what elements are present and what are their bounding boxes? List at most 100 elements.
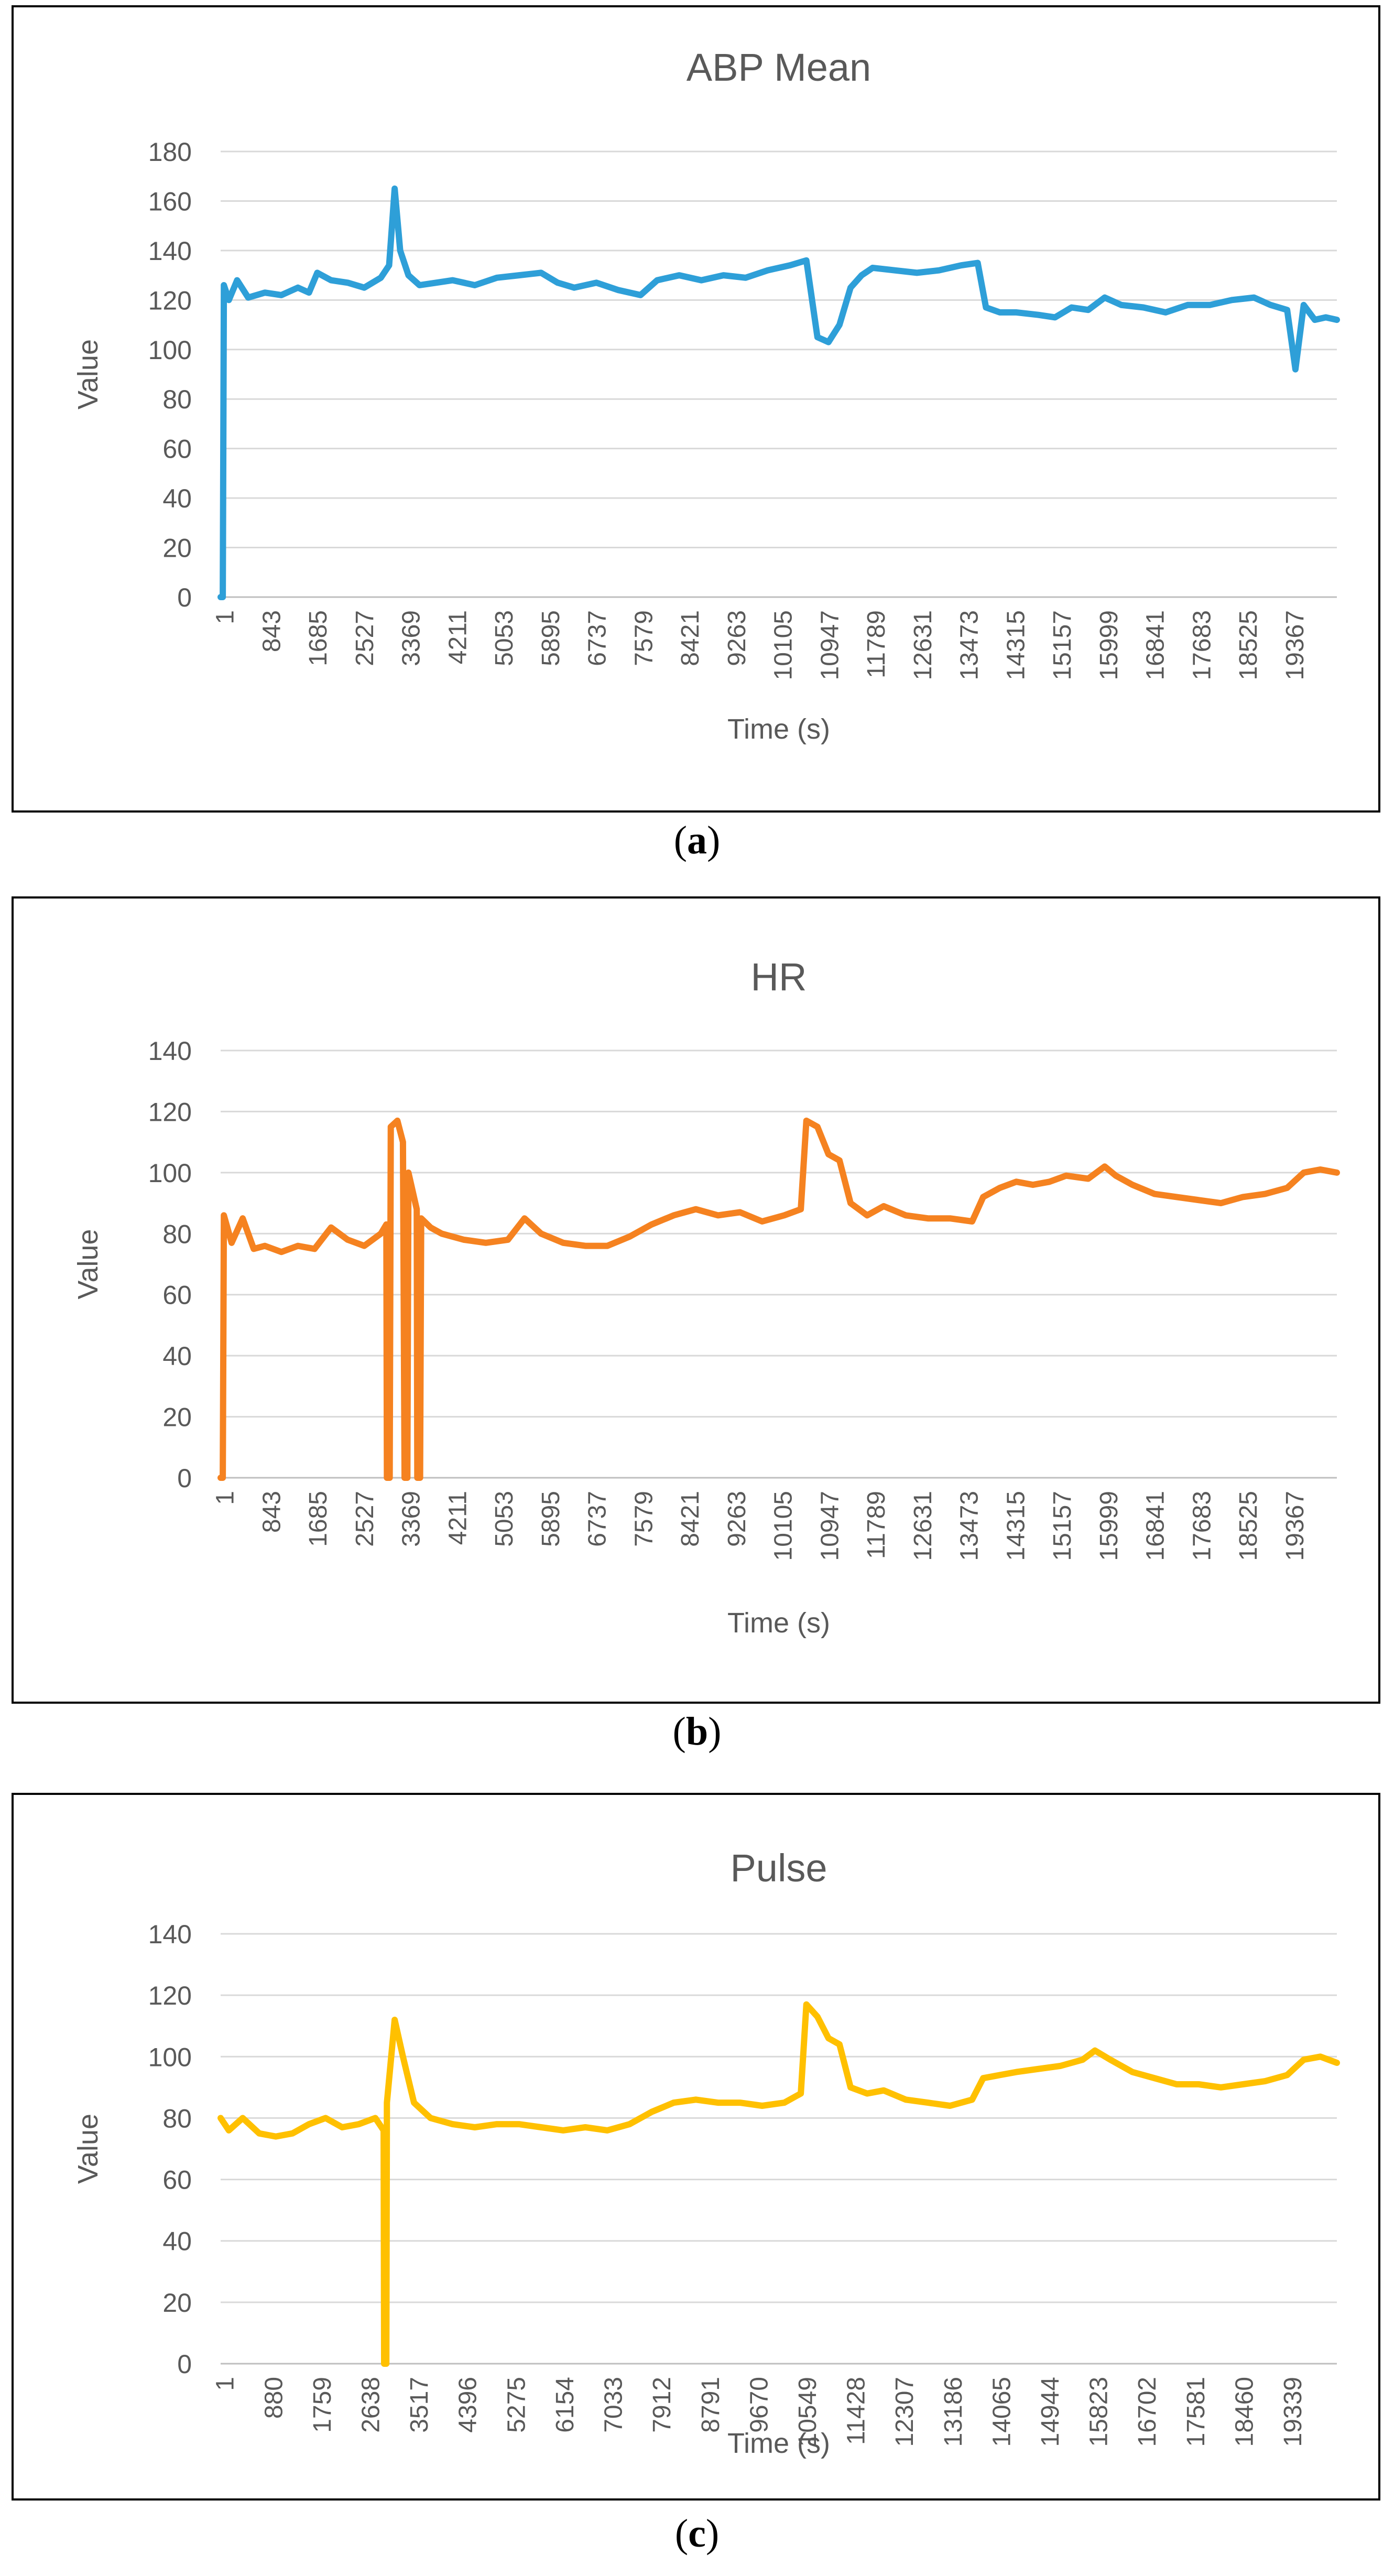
hr-y-tick-label: 60: [162, 1281, 192, 1310]
hr-x-tick-label: 5053: [491, 1491, 518, 1547]
hr-x-tick-label: 1: [212, 1491, 239, 1505]
hr-y-tick-label: 0: [177, 1464, 192, 1493]
abp-x-tick-label: 11789: [863, 610, 890, 678]
hr-x-tick-label: 3369: [398, 1491, 426, 1547]
caption-c-close: ): [705, 2512, 720, 2556]
caption-b-open: (: [672, 1709, 686, 1754]
hr-y-tick-label: 120: [148, 1097, 192, 1127]
abp-x-tick-label: 18525: [1235, 610, 1262, 680]
pulse-x-tick-label: 15823: [1085, 2377, 1113, 2447]
hr-x-tick-label: 19367: [1281, 1491, 1309, 1561]
abp-x-tick-label: 10105: [770, 610, 798, 680]
abp-x-tick-label: 9263: [723, 610, 751, 666]
caption-a-close: ): [707, 818, 721, 862]
abp-x-axis-label: Time (s): [727, 713, 830, 745]
caption-b-close: ): [708, 1709, 722, 1754]
pulse-chart: Pulse 0 20 40 60 80 100 120 140 1 880 1759 2638 3517 4…: [72, 1846, 1340, 2459]
caption-c-open: (: [674, 2512, 689, 2556]
hr-x-tick-label: 1685: [304, 1491, 332, 1547]
abp-x-tick-label: 7579: [630, 610, 658, 666]
pulse-series-line: [217, 2001, 1340, 2367]
pulse-x-tick-label: 5275: [503, 2377, 530, 2433]
abp-y-tick-label: 80: [162, 385, 192, 414]
abp-x-tick-label: 10947: [816, 610, 844, 680]
abp-x-tick-label: 843: [258, 610, 286, 652]
caption-a-open: (: [673, 818, 687, 862]
hr-x-tick-label: 18525: [1235, 1491, 1262, 1561]
pulse-y-tick-label: 40: [162, 2227, 192, 2256]
hr-y-tick-label: 40: [162, 1341, 192, 1371]
abp-x-tick-label: 2527: [351, 610, 379, 666]
pulse-x-tick-label: 19339: [1279, 2377, 1307, 2447]
pulse-y-tick-label: 100: [148, 2042, 192, 2072]
hr-x-tick-label: 10105: [770, 1491, 798, 1561]
pulse-y-axis-label: Value: [72, 2114, 104, 2184]
pulse-x-tick-label: 14944: [1037, 2377, 1064, 2447]
pulse-x-tick-label: 2638: [357, 2377, 385, 2433]
pulse-x-tick-label: 12307: [891, 2377, 919, 2447]
hr-x-tick-label: 7579: [630, 1491, 658, 1547]
hr-x-tick-label: 10947: [816, 1491, 844, 1561]
pulse-x-tick-label: 4396: [454, 2377, 482, 2433]
caption-b: (b): [0, 1709, 1394, 1755]
abp-y-axis-label: Value: [72, 339, 104, 409]
hr-chart: HR 0 20 40 60 80 100 120 140 1 843 1685 2527 3369 4211…: [72, 955, 1340, 1639]
abp-y-tick-label: 0: [177, 583, 192, 612]
pulse-chart-title: Pulse: [730, 1846, 827, 1890]
hr-x-tick-label: 14315: [1002, 1491, 1030, 1561]
hr-x-tick-label: 15999: [1095, 1491, 1123, 1561]
pulse-y-tick-label: 140: [148, 1920, 192, 1949]
pulse-x-tick-label: 880: [260, 2377, 288, 2419]
pulse-x-tick-label: 6154: [551, 2377, 579, 2433]
hr-x-tick-label: 2527: [351, 1491, 379, 1547]
pulse-x-tick-label: 10549: [794, 2377, 822, 2447]
hr-x-tick-label: 5895: [537, 1491, 565, 1547]
abp-x-tick-label: 16841: [1142, 610, 1170, 680]
hr-x-tick-label: 8421: [677, 1491, 704, 1547]
hr-x-tick-label: 11789: [863, 1491, 890, 1559]
pulse-y-tick-label: 80: [162, 2104, 192, 2133]
abp-x-tick-label: 14315: [1002, 610, 1030, 680]
caption-b-letter: b: [685, 1709, 709, 1754]
abp-x-tick-label: 15157: [1049, 610, 1076, 680]
abp-x-tick-label: 6737: [584, 610, 612, 666]
chart-panel-hr: HR 0 20 40 60 80 100 120 140 1 843 1685 2527 3369 4211…: [12, 896, 1380, 1704]
hr-y-tick-label: 80: [162, 1219, 192, 1249]
hr-x-tick-label: 843: [258, 1491, 286, 1533]
chart-panel-pulse: Pulse 0 20 40 60 80 100 120 140 1 880 1759 2638 3517 4…: [12, 1793, 1380, 2501]
hr-x-tick-label: 16841: [1142, 1491, 1170, 1561]
caption-a-letter: a: [687, 818, 707, 862]
abp-x-tick-label: 8421: [677, 610, 704, 666]
abp-x-tick-label: 12631: [909, 610, 937, 680]
hr-x-tick-label: 4211: [444, 1491, 472, 1545]
pulse-x-tick-label: 11428: [843, 2377, 870, 2445]
hr-chart-title: HR: [751, 955, 807, 999]
abp-x-tick-label: 19367: [1281, 610, 1309, 680]
hr-series-line: [217, 1117, 1340, 1481]
hr-y-axis-label: Value: [72, 1229, 104, 1299]
pulse-x-tick-label: 7912: [648, 2377, 676, 2433]
pulse-x-tick-label: 14065: [988, 2377, 1016, 2447]
caption-c-letter: c: [688, 2512, 706, 2556]
pulse-x-tick-label: 17581: [1182, 2377, 1210, 2447]
pulse-x-tick-label: 1759: [309, 2377, 336, 2433]
pulse-x-tick-label: 1: [212, 2377, 239, 2391]
chart-panel-abp-mean: ABP Mean 0 20 40 60 80 100 120 140 160 180 1 843 1685…: [12, 5, 1380, 813]
abp-series-line: [217, 185, 1340, 600]
abp-x-tick-label: 1: [212, 610, 239, 624]
pulse-x-axis-label: Time (s): [727, 2428, 830, 2459]
abp-x-tick-label: 1685: [304, 610, 332, 666]
pulse-x-tick-label: 9670: [745, 2377, 773, 2433]
abp-y-tick-label: 160: [148, 187, 192, 216]
hr-x-tick-label: 17683: [1188, 1491, 1216, 1561]
abp-y-tick-label: 100: [148, 335, 192, 365]
pulse-x-tick-label: 13186: [940, 2377, 967, 2447]
pulse-x-tick-label: 8791: [697, 2377, 725, 2433]
abp-y-tick-label: 140: [148, 236, 192, 266]
abp-chart-title: ABP Mean: [687, 46, 871, 89]
abp-y-tick-label: 40: [162, 484, 192, 513]
abp-y-tick-label: 120: [148, 286, 192, 315]
pulse-x-tick-label: 16702: [1134, 2377, 1161, 2447]
abp-y-tick-label: 60: [162, 435, 192, 464]
hr-x-tick-label: 12631: [909, 1491, 937, 1561]
